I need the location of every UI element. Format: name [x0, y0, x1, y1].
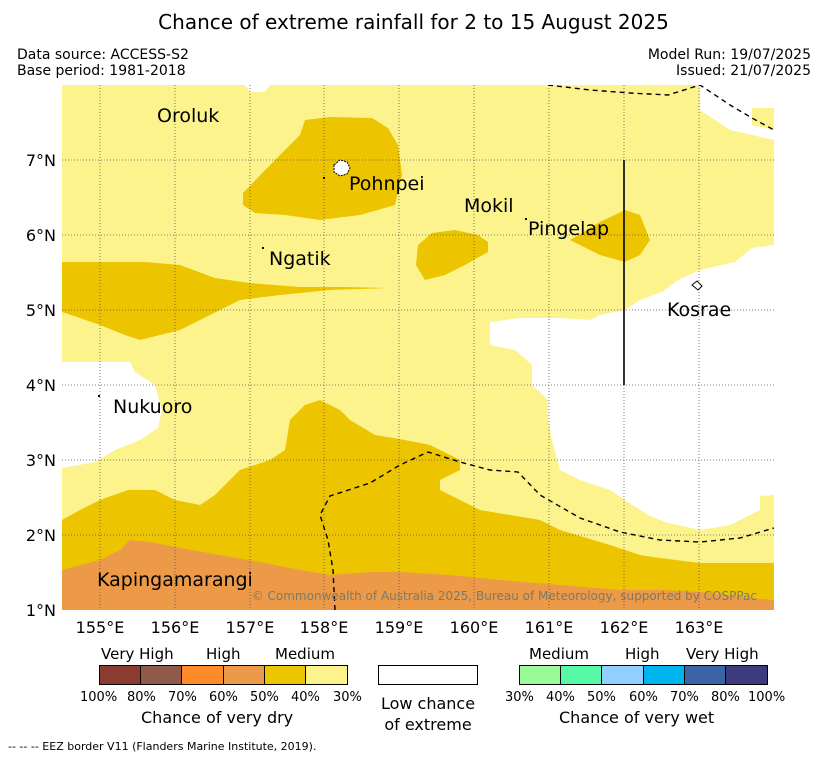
- region-low-chance-top: [245, 85, 270, 92]
- wet-pct-70: 70%: [670, 690, 699, 705]
- dry-swatch-5: [264, 666, 306, 684]
- place-label-nukuoro: Nukuoro: [113, 396, 192, 418]
- dry-swatch-1: [100, 666, 142, 684]
- dry-pct-50: 50%: [250, 690, 279, 705]
- lon-tick-157e: 157°E: [226, 618, 275, 637]
- model-run: Model Run: 19/07/2025: [647, 47, 811, 63]
- wet-legend-caption: Chance of very wet: [559, 708, 715, 727]
- dry-legend-bar: [99, 665, 348, 685]
- page-title: Chance of extreme rainfall for 2 to 15 A…: [158, 10, 669, 34]
- wet-pct-60: 60%: [629, 690, 658, 705]
- region-low-chance-east: [490, 230, 774, 530]
- lat-tick-1n: 1°N: [26, 601, 56, 620]
- dry-pct-70: 70%: [168, 690, 197, 705]
- lon-tick-155e: 155°E: [76, 618, 125, 637]
- low-chance-caption-2: of extreme: [384, 715, 472, 734]
- lat-tick-6n: 6°N: [26, 226, 56, 245]
- base-period: Base period: 1981-2018: [17, 63, 186, 79]
- wet-swatch-6: [725, 666, 768, 684]
- low-chance-caption-1: Low chance: [380, 694, 476, 713]
- pohnpei-island: [333, 159, 351, 177]
- lat-tick-5n: 5°N: [26, 301, 56, 320]
- wet-swatch-2: [561, 666, 603, 684]
- region-low-chance-ne: [700, 85, 774, 140]
- island-dots: [98, 177, 527, 397]
- wet-pct-80: 80%: [711, 690, 740, 705]
- place-label-kapingamarangi: Kapingamarangi: [97, 569, 253, 591]
- meta-left: Data source: ACCESS-S2 Base period: 1981…: [17, 47, 189, 79]
- lat-tick-4n: 4°N: [26, 376, 56, 395]
- dry-pct-100: 100%: [80, 690, 118, 705]
- place-label-mokil: Mokil: [464, 195, 514, 217]
- dry-swatch-4: [223, 666, 265, 684]
- wet-pct-100: 100%: [748, 690, 786, 705]
- wet-category-very-high: Very High: [686, 645, 759, 663]
- lat-tick-3n: 3°N: [26, 451, 56, 470]
- dry-legend-caption: Chance of very dry: [141, 708, 294, 727]
- dry-pct-30: 30%: [333, 690, 362, 705]
- region-medium-mokil: [416, 230, 488, 280]
- copyright-text: © Commonwealth of Australia 2025, Bureau…: [252, 589, 757, 603]
- region-low-chance-west: [62, 362, 162, 468]
- place-label-pohnpei: Pohnpei: [349, 173, 425, 195]
- eez-borders: [319, 85, 774, 610]
- place-label-ngatik: Ngatik: [269, 248, 331, 270]
- wet-category-high: High: [625, 645, 660, 663]
- region-medium-pingelap: [570, 210, 650, 262]
- lon-tick-156e: 156°E: [151, 618, 200, 637]
- lat-tick-7n: 7°N: [26, 151, 56, 170]
- place-label-oroluk: Oroluk: [157, 105, 219, 127]
- eez-footnote: -- -- -- EEZ border V11 (Flanders Marine…: [8, 740, 317, 753]
- wet-swatch-3: [602, 666, 644, 684]
- lon-tick-161e: 161°E: [525, 618, 574, 637]
- lat-ticks: 7°N 6°N 5°N 4°N 3°N 2°N 1°N: [26, 151, 56, 620]
- low-chance-swatch: [378, 665, 478, 685]
- dry-category-very-high: Very High: [101, 645, 174, 663]
- wet-swatch-4: [643, 666, 685, 684]
- issued-date: Issued: 21/07/2025: [676, 63, 811, 79]
- map-area: [62, 85, 774, 610]
- meta-right: Model Run: 19/07/2025 Issued: 21/07/2025: [648, 47, 811, 79]
- dry-pct-60: 60%: [209, 690, 238, 705]
- rainfall-map: Oroluk Pohnpei Mokil Pingelap Ngatik Kos…: [26, 85, 774, 637]
- lon-tick-158e: 158°E: [300, 618, 349, 637]
- lon-ticks: 155°E 156°E 157°E 158°E 159°E 160°E 161°…: [76, 618, 724, 637]
- dry-category-medium: Medium: [275, 645, 335, 663]
- wet-swatch-1: [520, 666, 562, 684]
- kosrae-island: [691, 280, 703, 291]
- wet-pct-50: 50%: [587, 690, 616, 705]
- dry-swatch-2: [141, 666, 183, 684]
- wet-category-medium: Medium: [529, 645, 589, 663]
- dry-pct-40: 40%: [291, 690, 320, 705]
- dry-pct-80: 80%: [127, 690, 156, 705]
- wet-pct-30: 30%: [505, 690, 534, 705]
- lon-tick-162e: 162°E: [600, 618, 649, 637]
- place-label-kosrae: Kosrae: [667, 299, 731, 321]
- region-high-south: [62, 540, 774, 610]
- region-medium-pohnpei: [243, 117, 402, 220]
- dry-category-high: High: [206, 645, 241, 663]
- wet-legend-bar: [519, 665, 768, 685]
- data-source: Data source: ACCESS-S2: [17, 47, 189, 63]
- place-label-pingelap: Pingelap: [528, 218, 609, 240]
- wet-pct-40: 40%: [546, 690, 575, 705]
- wet-swatch-5: [684, 666, 726, 684]
- region-medium-south: [62, 400, 774, 610]
- lon-tick-159e: 159°E: [375, 618, 424, 637]
- dry-swatch-6: [305, 666, 348, 684]
- lat-tick-2n: 2°N: [26, 526, 56, 545]
- lon-tick-163e: 163°E: [675, 618, 724, 637]
- lon-tick-160e: 160°E: [450, 618, 499, 637]
- dry-swatch-3: [182, 666, 224, 684]
- region-medium-ngatik: [62, 262, 388, 340]
